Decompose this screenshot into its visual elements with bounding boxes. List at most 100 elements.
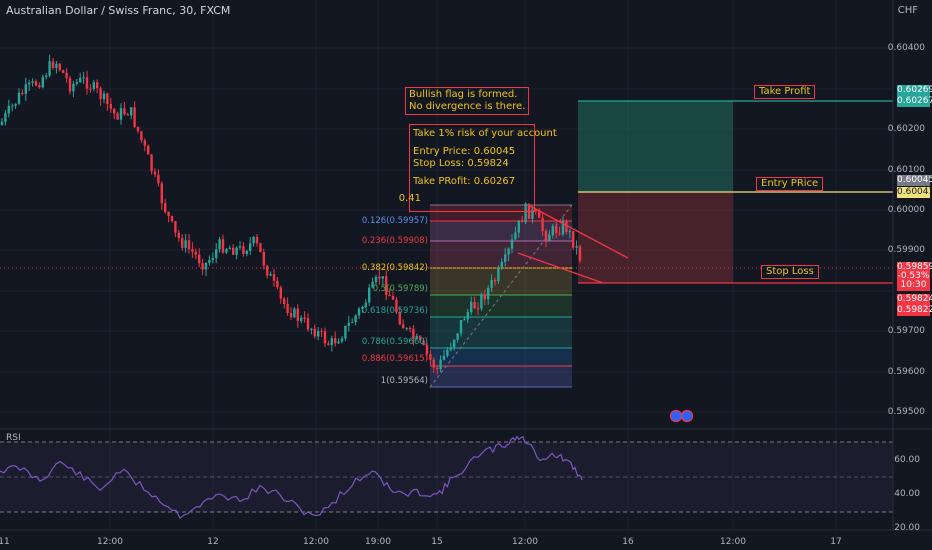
- candle-body: [177, 232, 180, 238]
- note-line: No divergence is there.: [409, 101, 526, 112]
- candle-body: [75, 82, 78, 84]
- plan-line: Take PRofit: 0.60267: [413, 176, 516, 187]
- candle-body: [395, 299, 398, 312]
- time-tick: 16: [622, 537, 634, 547]
- price-tick: 0.59700: [887, 326, 925, 336]
- candle-body: [82, 77, 85, 79]
- fib-label: 0.786(0.59660): [361, 337, 428, 347]
- candle-body: [300, 317, 303, 321]
- time-tick: 11: [0, 537, 10, 547]
- rsi-indicator-label[interactable]: RSI: [6, 433, 21, 443]
- candle-body: [347, 322, 350, 326]
- candle-body: [65, 72, 68, 79]
- candle-body: [191, 248, 194, 252]
- candle-body: [41, 76, 44, 88]
- candle-body: [208, 259, 211, 263]
- candle-body: [510, 239, 514, 249]
- take-profit-label[interactable]: Take Profit: [754, 85, 816, 99]
- candle-body: [459, 319, 463, 334]
- candle-body: [405, 328, 408, 330]
- price-tick: 0.59500: [887, 407, 925, 417]
- candle-body: [255, 236, 259, 244]
- candle-body: [439, 359, 442, 370]
- candle-body: [225, 249, 228, 253]
- candle-body: [429, 354, 432, 360]
- rsi-tick: 60.00: [894, 455, 920, 465]
- plan-line: Stop Loss: 0.59824: [413, 158, 509, 169]
- candle-body: [449, 347, 452, 350]
- trade-plan-callout[interactable]: Take 1% risk of your account Entry Price…: [409, 124, 557, 212]
- candle-body: [463, 319, 466, 321]
- rsi-tick: 20.00: [894, 523, 920, 533]
- candle-body: [541, 217, 544, 232]
- candle-body: [279, 287, 282, 299]
- candle-body: [262, 252, 265, 266]
- events-icon[interactable]: [669, 409, 694, 423]
- candle-body: [408, 328, 412, 330]
- candle-body: [425, 344, 429, 355]
- candle-body: [150, 154, 153, 172]
- candle-body: [238, 246, 242, 248]
- candle-body: [412, 328, 415, 339]
- grid: [0, 0, 893, 530]
- candle-body: [55, 63, 58, 69]
- stop-loss-price-tag: 0.59824: [897, 294, 932, 305]
- candle-body: [419, 336, 422, 341]
- candle-body: [181, 237, 184, 248]
- candle-body: [391, 295, 395, 300]
- candle-body: [170, 215, 174, 222]
- candle-body: [378, 276, 381, 279]
- candle-body: [221, 239, 225, 253]
- entry-price-label[interactable]: Entry PRice: [756, 177, 824, 191]
- candle-body: [357, 308, 361, 316]
- candle-body: [361, 306, 364, 309]
- candle-body: [232, 247, 235, 255]
- candle-body: [293, 308, 296, 318]
- fibonacci-retracement[interactable]: [429, 204, 573, 388]
- candle-body: [21, 92, 24, 95]
- candle-body: [62, 70, 65, 73]
- plan-line: Entry Price: 0.60045: [413, 146, 516, 157]
- chart-title: Australian Dollar / Swiss Franc, 30, FXC…: [6, 4, 231, 17]
- candle-body: [24, 84, 27, 95]
- fib-label: 1(0.59564): [380, 376, 428, 386]
- candle-body: [521, 220, 524, 223]
- candle-body: [313, 328, 316, 337]
- candle-body: [119, 108, 123, 120]
- candle-body: [565, 221, 568, 232]
- candle-body: [14, 103, 17, 106]
- candle-body: [164, 203, 167, 212]
- price-tick: 0.60400: [887, 43, 925, 53]
- candle-body: [133, 107, 136, 127]
- candle-body: [48, 61, 51, 76]
- note-callout[interactable]: Bullish flag is formed. No divergence is…: [405, 87, 530, 115]
- fib-label: 0.126(0.59957): [361, 216, 428, 226]
- candle-body: [143, 140, 146, 146]
- candle-body: [398, 311, 401, 325]
- candle-body: [259, 243, 262, 253]
- stop-loss-label[interactable]: Stop Loss: [761, 265, 819, 279]
- take-profit-price-tag: 0.60269: [897, 85, 932, 96]
- candle-body: [157, 174, 160, 184]
- candle-body: [286, 304, 289, 314]
- fib-label: 0.41: [398, 193, 421, 204]
- price-tick: 0.60200: [887, 124, 925, 134]
- flag-upper-trendline[interactable]: [527, 204, 629, 259]
- flag-lower-trendline[interactable]: [517, 252, 604, 284]
- candle-body: [276, 280, 279, 288]
- candle-body: [72, 83, 75, 92]
- long-position-tool[interactable]: [578, 101, 733, 283]
- candle-body: [252, 236, 255, 244]
- candle-body: [500, 262, 503, 269]
- candle-body: [306, 318, 310, 330]
- candle-body: [402, 324, 405, 329]
- candle-body: [555, 225, 558, 234]
- candle-body: [58, 63, 61, 71]
- candle-body: [28, 82, 31, 85]
- candle-body: [204, 262, 208, 270]
- candle-body: [79, 77, 82, 83]
- fib-label: 0.5(0.59789): [372, 284, 428, 294]
- candle-body: [31, 81, 34, 83]
- candle-body: [11, 105, 14, 107]
- fib-label: 0.236(0.59908): [361, 236, 428, 246]
